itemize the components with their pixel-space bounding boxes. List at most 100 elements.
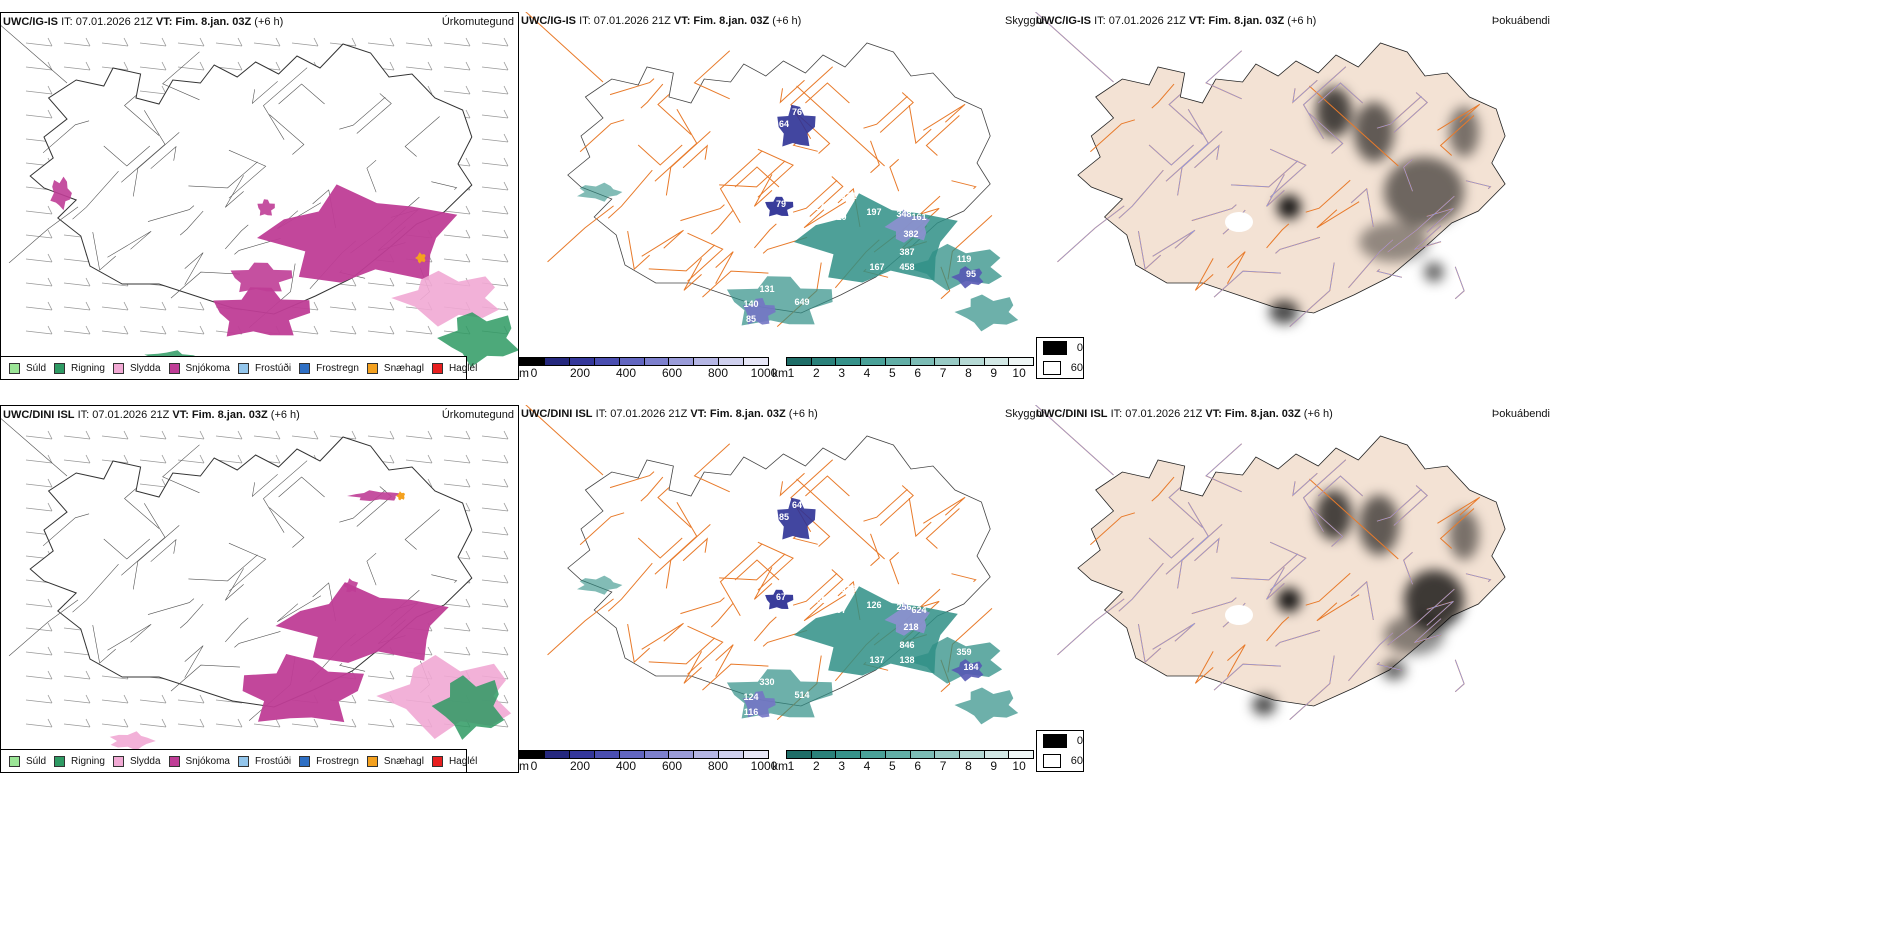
colorbar-swatch bbox=[694, 751, 720, 758]
valid-label: VT: bbox=[690, 408, 707, 420]
valid-label: VT: bbox=[172, 409, 189, 421]
terrain-line bbox=[124, 488, 160, 529]
colorbar-swatch bbox=[836, 751, 862, 758]
colorbar-tick-label: 10 bbox=[1012, 759, 1026, 773]
wind-barb bbox=[177, 61, 205, 71]
road-line bbox=[951, 573, 977, 583]
low-visibility-area bbox=[954, 294, 1019, 332]
wind-barb bbox=[177, 694, 205, 704]
lead-time: (+6 h) bbox=[788, 408, 818, 420]
wind-barb bbox=[367, 277, 395, 287]
panel-header: UWC/IG-IS IT: 07.01.2026 21Z VT: Fim. 8.… bbox=[3, 16, 283, 28]
colorbar-swatch bbox=[1009, 358, 1034, 365]
wind-barb bbox=[25, 253, 53, 263]
precip-map bbox=[1, 418, 512, 751]
colorbar-tick-label: 6 bbox=[914, 759, 922, 773]
road-line bbox=[1226, 251, 1246, 284]
terrain-line bbox=[124, 95, 160, 136]
wind-barb bbox=[329, 718, 357, 728]
road-line bbox=[879, 485, 914, 526]
colorbar-unit: km bbox=[772, 366, 788, 380]
wind-barb bbox=[367, 37, 395, 47]
legend-item: Rigning bbox=[54, 755, 105, 767]
ceiling-value-label: 76 bbox=[792, 107, 802, 117]
road-line bbox=[863, 488, 908, 522]
wind-barb bbox=[63, 670, 91, 680]
low-visibility-area bbox=[577, 182, 623, 202]
wind-barb bbox=[177, 301, 205, 311]
colorbar-tick-label: 3 bbox=[838, 759, 845, 773]
ceiling-value-label: 64 bbox=[792, 500, 802, 510]
cloud-visibility-panel-igis: UWC/IG-IS IT: 07.01.2026 21Z VT: Fim. 8.… bbox=[519, 12, 1039, 380]
ceiling-value-label: 649 bbox=[794, 297, 809, 307]
river-line bbox=[1426, 601, 1454, 626]
legend-swatch bbox=[431, 362, 443, 374]
road-line bbox=[803, 201, 847, 229]
fog-spot bbox=[1316, 87, 1352, 137]
wind-barb bbox=[25, 670, 53, 680]
road-line bbox=[809, 176, 844, 217]
river-line bbox=[1275, 630, 1321, 647]
fog-legend-label: 60 bbox=[1070, 755, 1083, 767]
colorbar-unit: m bbox=[519, 759, 529, 773]
ceiling-value-label: 161 bbox=[911, 212, 926, 222]
terrain-line bbox=[1, 25, 68, 84]
low-visibility-area bbox=[577, 575, 623, 595]
wind-barb bbox=[481, 598, 509, 608]
road-line bbox=[682, 537, 708, 562]
road-line bbox=[715, 644, 734, 677]
ceiling-value-label: 126 bbox=[866, 600, 881, 610]
legend-item: Súld bbox=[9, 362, 46, 374]
road-line bbox=[863, 95, 908, 129]
legend-label: Frostregn bbox=[316, 362, 359, 374]
colorbar-tick-label: 600 bbox=[661, 366, 683, 380]
colorbar-tick-label: 0 bbox=[530, 759, 538, 773]
wind-barb bbox=[101, 718, 129, 728]
road-line bbox=[607, 562, 653, 612]
panel-title: Úrkomutegund bbox=[441, 16, 514, 28]
legend-item: Haglél bbox=[431, 755, 477, 767]
colorbar-tick-label: 5 bbox=[889, 759, 896, 773]
road-line bbox=[579, 119, 625, 153]
river-line bbox=[1414, 618, 1442, 643]
wind-barb bbox=[63, 430, 91, 440]
wind-barb bbox=[443, 454, 471, 464]
rain-area bbox=[431, 675, 505, 740]
lead-time: (+6 h) bbox=[772, 15, 802, 27]
ceiling-value-label: 85 bbox=[746, 314, 756, 324]
road-line bbox=[792, 179, 838, 213]
river-line bbox=[1035, 405, 1114, 476]
ceiling-value-label: 124 bbox=[743, 692, 758, 702]
road-line bbox=[1454, 659, 1465, 693]
road-line bbox=[779, 472, 805, 497]
legend-item: Rigning bbox=[54, 362, 105, 374]
road-line bbox=[1090, 512, 1136, 546]
road-line bbox=[908, 105, 932, 145]
snow-area bbox=[347, 490, 402, 501]
terrain-line bbox=[188, 554, 258, 582]
wind-barb bbox=[443, 61, 471, 71]
wind-barb bbox=[63, 301, 91, 311]
fog-legend-label: 60 bbox=[1070, 362, 1083, 374]
ceiling-value-label: 68 bbox=[812, 534, 822, 544]
river-line bbox=[1168, 94, 1203, 135]
wind-barb bbox=[367, 325, 395, 335]
ceiling-colorbar-ticks: m 0 200 400 600 800 1000 bbox=[519, 759, 777, 773]
road-line bbox=[702, 663, 769, 691]
wind-barb bbox=[101, 37, 129, 47]
road-line bbox=[1305, 572, 1351, 606]
terrain-line bbox=[92, 625, 116, 664]
ceiling-value-label: 95 bbox=[966, 269, 976, 279]
fog-legend-label: 0 bbox=[1076, 735, 1083, 747]
wind-barb bbox=[291, 718, 319, 728]
ceiling-value-label: 113 bbox=[842, 584, 857, 594]
sleet-area bbox=[391, 270, 499, 327]
panel-header: UWC/DINI ISL IT: 07.01.2026 21Z VT: Fim.… bbox=[521, 408, 818, 420]
road-line bbox=[1437, 496, 1481, 524]
wind-barb bbox=[215, 430, 243, 440]
model-name: UWC/DINI ISL bbox=[3, 409, 75, 421]
legend-swatch bbox=[237, 755, 249, 767]
colorbar-swatch bbox=[594, 751, 620, 758]
river-line bbox=[1205, 50, 1242, 100]
terrain-line bbox=[366, 159, 377, 193]
